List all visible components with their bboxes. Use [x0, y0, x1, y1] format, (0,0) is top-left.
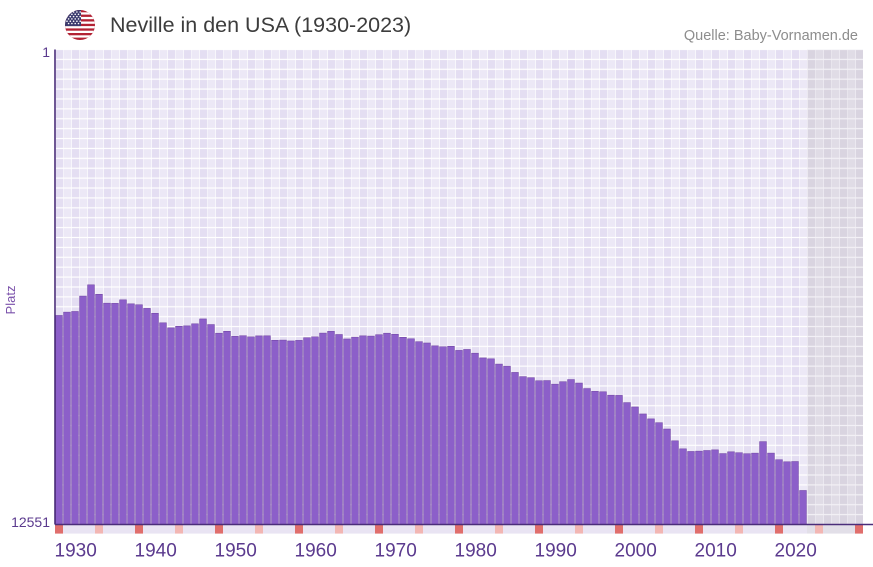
svg-text:Platz: Platz	[3, 286, 18, 315]
svg-text:1980: 1980	[455, 540, 497, 561]
svg-text:1: 1	[42, 44, 50, 60]
svg-text:2010: 2010	[695, 540, 737, 561]
svg-text:1950: 1950	[215, 540, 257, 561]
svg-text:Neville in den USA (1930-2023): Neville in den USA (1930-2023)	[110, 13, 411, 37]
svg-text:2020: 2020	[775, 540, 817, 561]
svg-text:1970: 1970	[375, 540, 417, 561]
svg-text:Quelle: Baby-Vornamen.de: Quelle: Baby-Vornamen.de	[684, 28, 858, 44]
svg-text:1940: 1940	[135, 540, 177, 561]
svg-text:1960: 1960	[295, 540, 337, 561]
svg-text:2000: 2000	[615, 540, 657, 561]
svg-text:12551: 12551	[11, 514, 50, 530]
svg-text:1930: 1930	[55, 540, 97, 561]
svg-text:1990: 1990	[535, 540, 577, 561]
